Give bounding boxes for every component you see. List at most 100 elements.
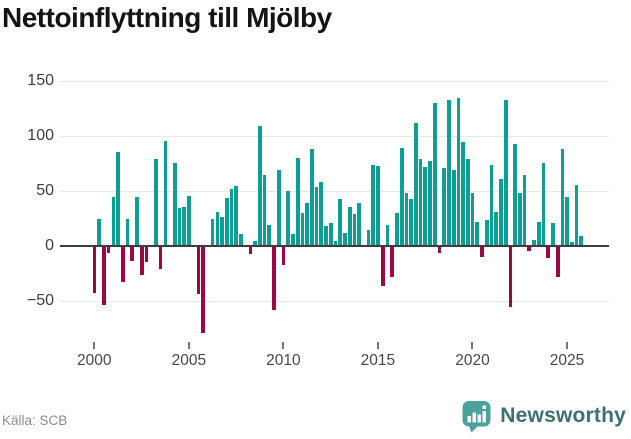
chart-title: Nettoinflyttning till Mjölby	[2, 2, 332, 33]
bar	[333, 240, 338, 247]
bar	[139, 246, 144, 275]
bar	[130, 246, 135, 261]
bar	[295, 158, 300, 247]
x-tick	[471, 342, 474, 349]
bar	[262, 174, 267, 247]
bar	[447, 99, 451, 247]
newsworthy-wordmark: Newsworthy	[500, 404, 626, 427]
bar	[527, 246, 532, 251]
x-tick-label: 2000	[77, 352, 112, 369]
bar	[272, 246, 276, 311]
bar	[305, 203, 309, 247]
bar	[376, 165, 380, 247]
bar	[357, 203, 361, 247]
bar	[423, 166, 428, 247]
x-tick-label: 2010	[266, 352, 301, 369]
bar	[560, 149, 565, 247]
bar	[172, 162, 177, 247]
bar	[565, 196, 569, 247]
bar	[125, 218, 130, 247]
bar	[475, 222, 480, 247]
bar	[111, 196, 116, 247]
bar	[390, 246, 395, 278]
bar	[508, 246, 513, 307]
bar	[215, 212, 220, 247]
bar	[574, 184, 579, 247]
bar	[258, 126, 262, 247]
x-tick	[566, 342, 568, 349]
bar	[319, 182, 324, 247]
x-axis: 2000 2005 2010 2015 2020 2025	[60, 340, 609, 376]
bar	[144, 246, 149, 262]
bar	[248, 246, 253, 255]
bar	[499, 179, 503, 247]
bar	[395, 213, 399, 247]
bar	[343, 233, 347, 247]
bar	[281, 246, 286, 266]
bar	[324, 226, 328, 247]
bar	[102, 246, 106, 305]
y-tick-label: 100	[27, 127, 54, 145]
bar	[234, 185, 239, 247]
bar	[187, 195, 191, 247]
bar	[404, 193, 409, 247]
y-tick-label: −50	[26, 292, 54, 310]
bar	[480, 246, 484, 258]
bar	[229, 189, 234, 247]
bar	[92, 246, 97, 293]
bar	[177, 207, 182, 247]
bar	[158, 246, 163, 270]
bar	[484, 219, 489, 247]
bar	[451, 170, 456, 247]
bar	[555, 246, 560, 278]
bar	[532, 239, 536, 247]
bar	[286, 191, 291, 247]
bar	[437, 246, 442, 253]
bar	[347, 206, 352, 247]
x-tick-label: 2005	[171, 352, 207, 369]
bar	[489, 164, 494, 247]
bar	[201, 246, 205, 334]
bar	[494, 212, 499, 247]
x-tick-label: 2025	[549, 352, 585, 369]
bar	[210, 218, 215, 247]
bar	[267, 225, 272, 247]
bar	[224, 197, 229, 247]
bar	[414, 122, 418, 247]
bar	[310, 149, 314, 247]
y-tick-label: 150	[27, 72, 54, 90]
bar	[135, 196, 139, 247]
bar	[546, 246, 551, 259]
bar	[409, 198, 413, 247]
bar	[220, 216, 224, 247]
bar	[371, 164, 376, 247]
bar	[466, 159, 470, 247]
bar	[196, 246, 201, 294]
bar	[385, 225, 390, 247]
bar	[106, 246, 111, 253]
bar	[239, 234, 243, 247]
y-tick-label: 50	[36, 182, 54, 200]
bar	[579, 236, 584, 247]
bar	[428, 161, 432, 247]
x-tick	[376, 342, 379, 349]
bar	[97, 218, 101, 247]
gridline	[60, 136, 609, 138]
bar	[399, 148, 404, 247]
newsworthy-logo: Newsworthy	[462, 399, 626, 433]
gridline	[60, 191, 609, 193]
x-tick-label: 2020	[455, 352, 490, 369]
bar	[314, 186, 319, 247]
bar	[276, 170, 281, 247]
newsworthy-logo-icon	[462, 400, 491, 432]
bar	[366, 229, 371, 247]
bar	[338, 198, 343, 247]
bar	[570, 241, 574, 247]
bar	[300, 213, 305, 247]
plot-area	[60, 70, 609, 340]
zero-line	[60, 245, 609, 248]
bar	[432, 103, 437, 247]
bar	[116, 151, 120, 247]
bar	[154, 159, 158, 247]
bar	[352, 214, 357, 247]
